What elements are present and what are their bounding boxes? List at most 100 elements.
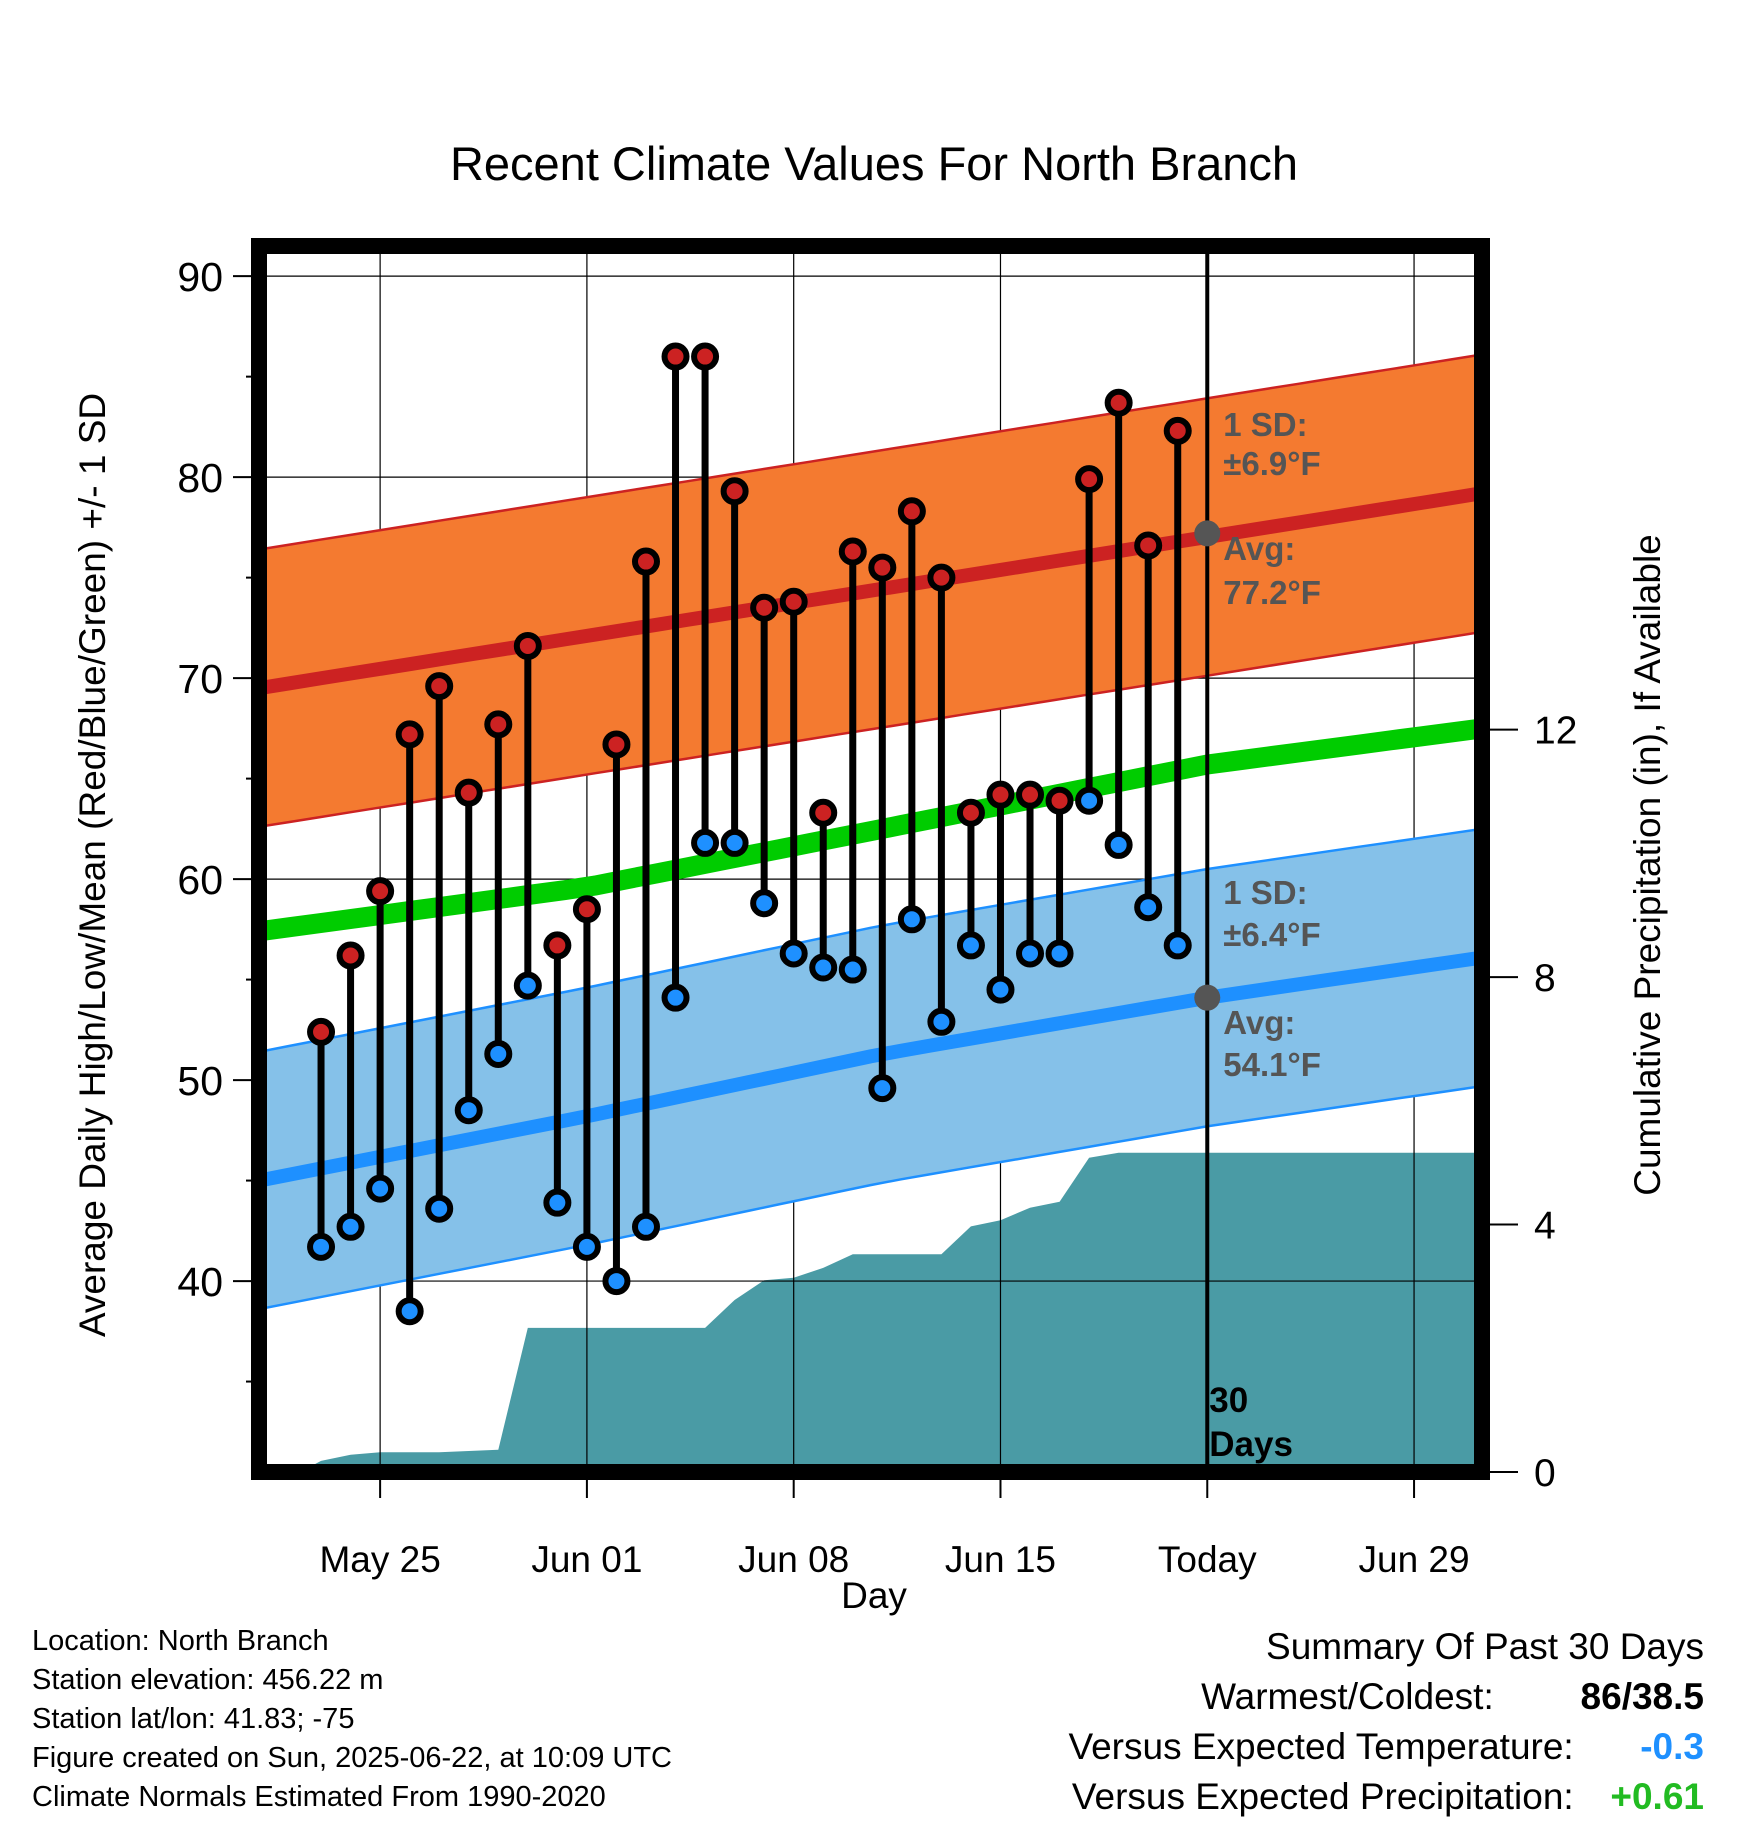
daily-low-point [366,1174,395,1203]
low-sd-lower-line [259,1084,1482,1311]
precip-value: +0.61 [1610,1776,1704,1817]
daily-high-point [513,631,542,660]
info-elevation: Station elevation: 456.22 m [32,1664,384,1696]
daily-low-point [897,905,926,934]
y-axis-label: Average Daily High/Low/Mean (Red/Blue/Gr… [72,393,113,1337]
x-tick-label: Jun 01 [531,1539,642,1580]
low-avg-value: 54.1°F [1223,1046,1321,1083]
daily-high-point [838,537,867,566]
daily-high-point [691,342,720,371]
low-avg-line [259,950,1482,1188]
y2-tick-label: 8 [1534,957,1556,1000]
high-avg-label: Avg: [1223,530,1295,567]
y-tick-label: 60 [177,857,223,903]
summary-temp-row: Versus Expected Temperature: -0.3 [1068,1722,1704,1772]
daily-low-point [336,1212,365,1241]
daily-high-point [1045,786,1074,815]
precipitation-area [300,1152,1482,1472]
daily-high-point [425,672,454,701]
plot-frame [251,238,1490,1480]
temp-label: Versus Expected Temperature: [1068,1726,1574,1767]
daily-high-point [956,798,985,827]
daily-low-point [809,953,838,982]
y2-tick-label: 4 [1534,1205,1556,1248]
daily-high-point [631,547,660,576]
summary-panel: Summary Of Past 30 Days Warmest/Coldest:… [1068,1622,1704,1822]
daily-high-point [336,941,365,970]
daily-high-point [1075,465,1104,494]
info-created: Figure created on Sun, 2025-06-22, at 10… [32,1742,672,1774]
high-sd-label: 1 SD: [1223,406,1307,443]
mean-avg-line [259,718,1482,942]
high-avg-today-marker [1194,520,1221,547]
daily-high-point [809,798,838,827]
summary-precip-row: Versus Expected Precipitation: +0.61 [1068,1772,1704,1822]
daily-low-point [395,1297,424,1326]
daily-low-point [1016,939,1045,968]
x-tick-label: Today [1158,1539,1257,1580]
y-tick-label: 50 [177,1058,223,1104]
high-sd-value: ±6.9°F [1223,445,1320,482]
daily-high-point [779,587,808,616]
daily-high-point [454,778,483,807]
low-sd-label: 1 SD: [1223,874,1307,911]
daily-high-point [720,477,749,506]
y-tick-label: 80 [177,455,223,501]
daily-high-point [395,720,424,749]
info-location: Location: North Branch [32,1625,329,1657]
daily-low-point [838,955,867,984]
precip-label: Versus Expected Precipitation: [1071,1776,1574,1817]
daily-low-point [631,1212,660,1241]
daily-low-point [1104,830,1133,859]
daily-low-point [1163,931,1192,960]
daily-low-point [454,1096,483,1125]
info-latlon: Station lat/lon: 41.83; -75 [32,1703,355,1735]
high-sd-upper-line [259,353,1482,551]
daily-low-point [779,939,808,968]
daily-low-point [1045,939,1074,968]
daily-low-point [425,1194,454,1223]
low-sd-upper-line [259,827,1482,1054]
y-tick-label: 40 [177,1259,223,1305]
daily-low-point [956,931,985,960]
daily-low-point [661,983,690,1012]
y2-tick-label: 12 [1534,710,1577,753]
daily-low-point [986,975,1015,1004]
daily-low-point [513,971,542,1000]
daily-high-point [868,553,897,582]
daily-high-point [572,895,601,924]
info-normals: Climate Normals Estimated From 1990-2020 [32,1781,606,1813]
warmest-label: Warmest/Coldest: [1201,1676,1494,1717]
daily-low-point [543,1188,572,1217]
daily-low-point [307,1232,336,1261]
daily-low-point [572,1232,601,1261]
daily-high-point [897,497,926,526]
low-avg-label: Avg: [1223,1004,1295,1041]
daily-high-point [366,877,395,906]
y-tick-label: 90 [177,254,223,300]
daily-low-point [602,1267,631,1296]
x-tick-label: Jun 08 [738,1539,849,1580]
daily-high-point [1134,531,1163,560]
low-sd-value: ±6.4°F [1223,916,1320,953]
daily-high-point [927,563,956,592]
daily-high-point [484,710,513,739]
y-tick-label: 70 [177,656,223,702]
daily-high-point [750,593,779,622]
daily-high-point [602,730,631,759]
x-tick-label: May 25 [319,1539,440,1580]
x-tick-label: Jun 29 [1359,1539,1470,1580]
low-avg-today-marker [1194,984,1221,1011]
warmest-value: 86/38.5 [1580,1676,1704,1717]
daily-low-point [691,828,720,857]
daily-low-point [1134,893,1163,922]
summary-title: Summary Of Past 30 Days [1266,1626,1704,1667]
summary-warmest-row: Warmest/Coldest: 86/38.5 [1068,1672,1704,1722]
today-days-label: 30 [1209,1381,1248,1420]
daily-high-point [986,780,1015,809]
high-avg-line [259,486,1482,696]
daily-high-point [543,931,572,960]
station-info: Location: North Branch Station elevation… [32,1622,672,1817]
